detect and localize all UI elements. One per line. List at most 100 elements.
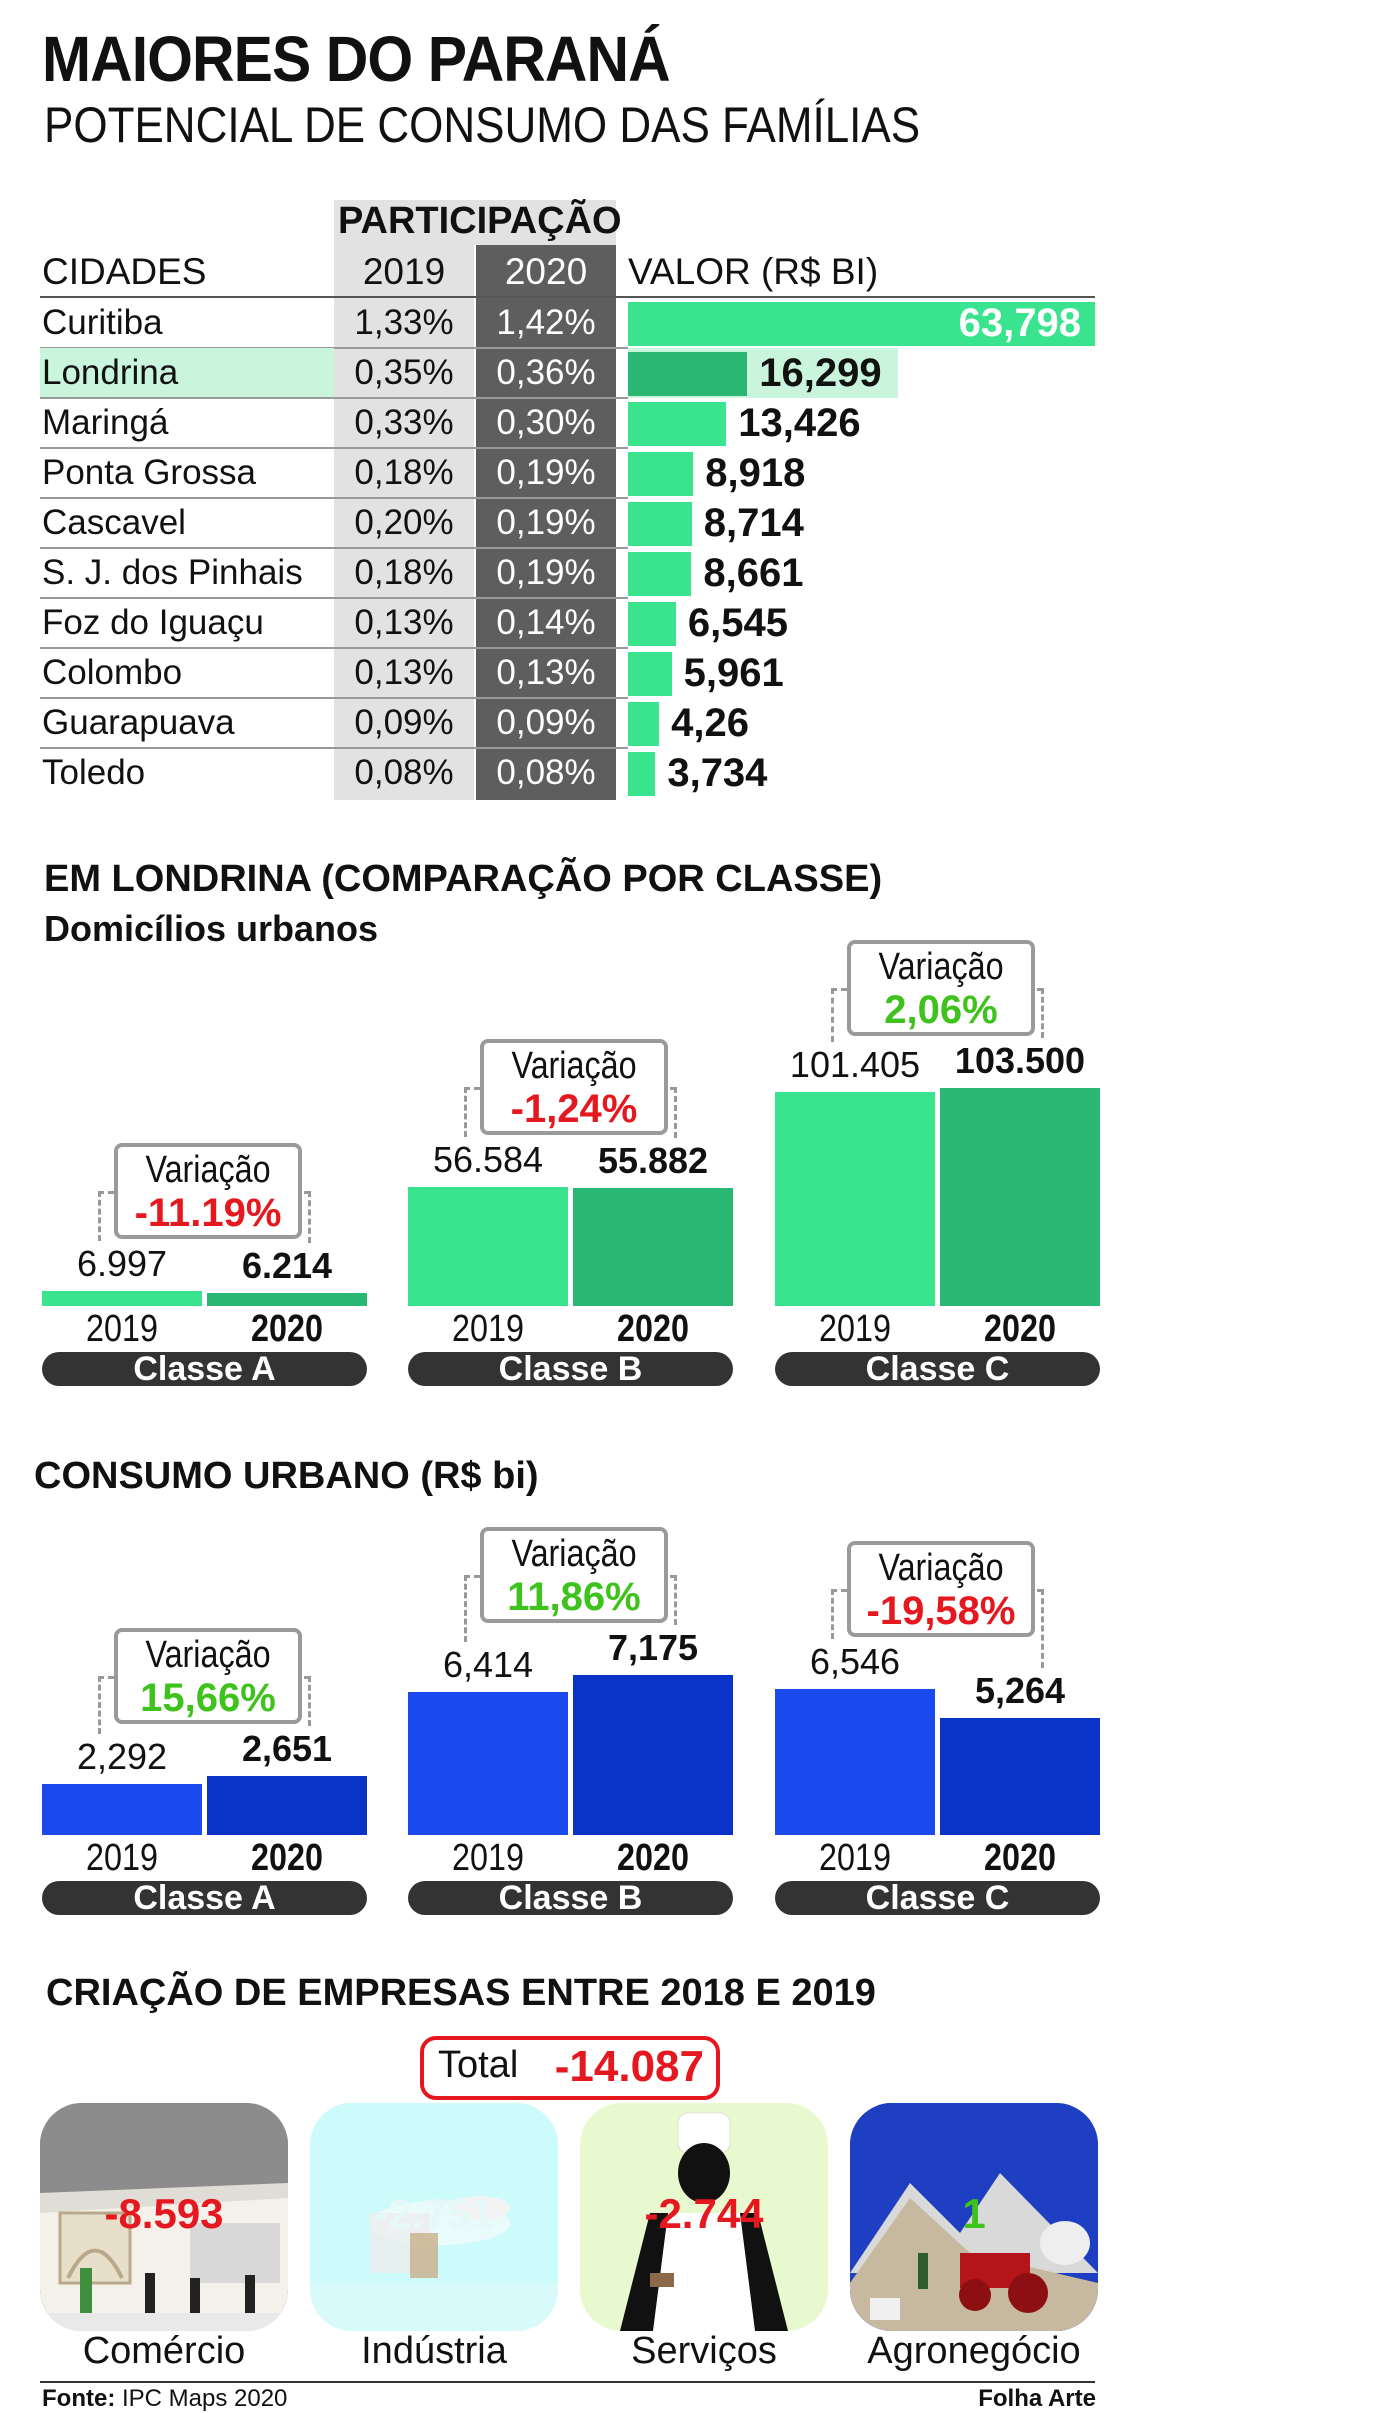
dashed-connector-tick [831, 988, 847, 991]
participacao-background [334, 200, 616, 245]
participation-2020: 0,30% [496, 403, 596, 442]
class-pill: Classe B [408, 1881, 733, 1915]
dashed-connector-right [674, 1575, 677, 1625]
participation-2020: 0,19% [496, 503, 596, 542]
chef-icon [580, 2103, 828, 2331]
row-divider [40, 547, 628, 549]
year-label-2020: 2020 [617, 1308, 689, 1350]
sector-tile-comercio [40, 2103, 288, 2331]
class-pill: Classe B [408, 1352, 733, 1386]
shopping-street-icon [40, 2103, 288, 2331]
bar-2020 [940, 1088, 1100, 1306]
consumo-chart: 2,292 2,651 2019 2020 Classe A Variação 15,66%… [42, 1527, 1100, 1915]
row-divider [40, 647, 628, 649]
bar-2019 [408, 1691, 568, 1835]
total-value: -14.087 [554, 2042, 704, 2091]
value-label: 8,714 [703, 501, 804, 545]
dashed-connector-tick [1027, 988, 1043, 991]
row-divider [40, 497, 628, 499]
variation-box: Variação -11.19% [114, 1143, 302, 1240]
value-bar [628, 402, 727, 446]
bar-2020 [207, 1292, 367, 1306]
dashed-connector-tick [660, 1086, 676, 1090]
dashed-connector-tick [98, 1675, 114, 1679]
empresas-section-title: CRIAÇÃO DE EMPRESAS ENTRE 2018 E 2019 [46, 1972, 876, 2014]
city-name: Ponta Grossa [42, 453, 256, 492]
variation-value: -1,24% [510, 1086, 638, 1131]
page-subtitle: POTENCIAL DE CONSUMO DAS FAMÍLIAS [44, 97, 921, 153]
city-name: Guarapuava [42, 703, 235, 742]
participation-2020: 0,14% [496, 603, 596, 642]
city-name: Cascavel [42, 503, 186, 542]
participation-2019: 0,13% [354, 653, 454, 692]
col-2020-background [476, 245, 616, 800]
sector-name: Serviços [631, 2330, 777, 2372]
dashed-connector-left [464, 1086, 467, 1137]
sector-value: 1 [962, 2190, 986, 2237]
highlight-row-band [40, 348, 334, 398]
dashed-connector-right [308, 1191, 311, 1243]
bar-2020 [573, 1675, 733, 1835]
city-name: Maringá [42, 403, 169, 442]
bar-2019 [775, 1689, 935, 1835]
valor-header: VALOR (R$ BI) [628, 251, 879, 292]
header-rule [40, 296, 1095, 298]
year-label-2019: 2019 [86, 1308, 158, 1350]
footer-rule [40, 2381, 1095, 2383]
variation-value: 15,66% [140, 1675, 276, 1720]
value-label-2020: 7,175 [607, 1627, 699, 1668]
dashed-connector-right [308, 1675, 311, 1726]
dashed-connector-left [98, 1191, 101, 1242]
dashed-connector-tick [294, 1191, 310, 1195]
value-bar [628, 352, 748, 396]
sector-tile-servicos [580, 2103, 828, 2331]
dashed-connector-tick [831, 1589, 847, 1593]
value-label-2020: 5,264 [974, 1669, 1066, 1711]
value-bar [628, 702, 660, 746]
row-divider [40, 397, 628, 399]
year-label-2019: 2019 [452, 1308, 524, 1350]
variation-label: Variação [145, 1633, 271, 1676]
dashed-connector-right [1041, 988, 1044, 1038]
bar-2020 [207, 1775, 367, 1835]
city-name: Londrina [42, 353, 179, 392]
participation-2019: 0,18% [354, 453, 454, 492]
value-bar [628, 502, 692, 546]
tractor-icon [850, 2103, 1098, 2331]
value-label-2019: 101.405 [789, 1044, 921, 1086]
participation-2019: 0,08% [354, 753, 454, 792]
dashed-connector-left [98, 1675, 101, 1734]
variation-label: Variação [511, 1533, 637, 1575]
year-label-2020: 2020 [984, 1837, 1056, 1879]
variation-value: -11.19% [134, 1191, 282, 1236]
value-label: 4,26 [671, 701, 750, 745]
dashed-connector-left [464, 1575, 467, 1642]
value-label-2020: 55.882 [597, 1140, 709, 1182]
row-divider [40, 747, 628, 749]
year-label-2019: 2019 [452, 1837, 524, 1879]
participation-2019: 0,20% [354, 503, 454, 542]
year-label-2020: 2020 [251, 1308, 323, 1350]
row-divider [40, 697, 628, 699]
value-bar [628, 752, 656, 796]
dashed-connector-tick [294, 1675, 310, 1679]
sector-value: -8.593 [104, 2190, 224, 2237]
value-bar [628, 452, 694, 496]
value-label-2019: 2,292 [76, 1735, 168, 1777]
participation-2019: 0,13% [354, 603, 454, 642]
value-label-2020: 103.500 [954, 1040, 1086, 1081]
year-2019-header: 2019 [362, 251, 446, 292]
sector-name: Agronegócio [867, 2330, 1081, 2372]
row-divider [40, 347, 628, 349]
dashed-connector-right [1041, 1589, 1044, 1668]
variation-label: Variação [878, 946, 1004, 988]
variation-box: Variação -1,24% [480, 1038, 668, 1135]
participation-2020: 0,19% [496, 453, 596, 492]
sector-name: Comércio [82, 2330, 246, 2372]
participation-2019: 1,33% [354, 303, 454, 342]
value-label-2020: 6.214 [241, 1244, 333, 1286]
variation-label: Variação [145, 1149, 271, 1192]
value-label: 6,545 [687, 601, 789, 645]
participation-2019: 0,18% [354, 553, 454, 592]
city-name: Toledo [42, 753, 146, 792]
